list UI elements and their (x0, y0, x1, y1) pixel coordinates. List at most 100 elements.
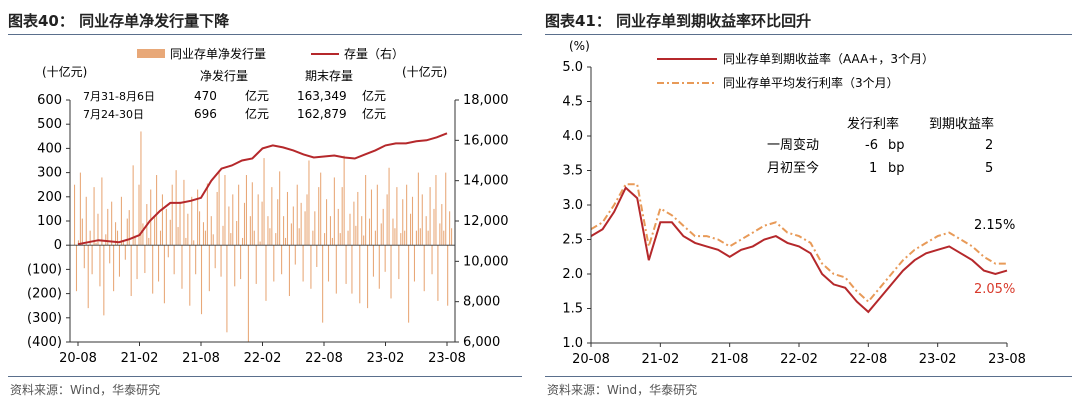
bar (204, 230, 206, 246)
bar (173, 245, 175, 275)
left-y-tick-label: 600 (37, 93, 62, 108)
y-tick-label: 4.5 (562, 95, 583, 110)
row1-net: 470 (194, 89, 217, 103)
bar (238, 184, 240, 246)
bar (410, 213, 412, 246)
bar (95, 242, 97, 246)
bar (224, 175, 226, 246)
bar (318, 187, 320, 246)
bar (302, 245, 304, 282)
left-y-tick-label: 500 (37, 117, 62, 132)
bar (142, 223, 144, 246)
table-col-ytm: 到期收益率 (929, 116, 994, 132)
bar (144, 245, 146, 274)
bar (220, 245, 222, 277)
x-tick-label: 22-08 (849, 352, 887, 367)
bar (187, 213, 189, 246)
bar (97, 213, 99, 246)
bar (128, 210, 130, 246)
bar (77, 240, 79, 246)
bar (85, 196, 87, 246)
y-tick-label: 2.0 (562, 267, 583, 282)
x-tick-label: 23-02 (919, 352, 957, 367)
bar (400, 233, 402, 246)
row2-net: 696 (194, 107, 217, 121)
bar (281, 245, 283, 275)
bar (245, 175, 247, 246)
bar (189, 245, 191, 306)
bar (284, 237, 287, 246)
bar (138, 184, 140, 246)
bar (406, 184, 408, 246)
bar (390, 245, 392, 299)
table-col-stock: 期末存量 (305, 69, 353, 83)
bar (451, 228, 453, 246)
bar (169, 219, 171, 246)
left-y-tick-label: 300 (37, 166, 62, 181)
legend: 同业存单净发行量 存量（右） (137, 46, 404, 61)
bar (425, 216, 427, 246)
bar (93, 187, 95, 246)
x-tick-label: 23-08 (988, 352, 1026, 367)
bar (175, 170, 177, 246)
bar (259, 241, 261, 246)
y-tick-label: 1.5 (562, 302, 583, 317)
x-tick-label: 22-02 (244, 351, 282, 366)
bar (413, 245, 415, 282)
bar (75, 245, 78, 292)
bar (191, 196, 193, 246)
bar (423, 245, 425, 292)
bar (222, 225, 224, 246)
bar (443, 230, 445, 246)
bar (91, 245, 93, 275)
bar (230, 233, 232, 246)
bar (290, 223, 292, 246)
bar (329, 216, 331, 246)
right-y-tick-label: 14,000 (463, 174, 509, 189)
bar (370, 189, 373, 246)
x-tick-label: 22-02 (780, 352, 818, 367)
bar (392, 218, 394, 246)
bar (261, 201, 263, 246)
left-y-tick-label: (300) (27, 311, 62, 326)
bar (183, 179, 185, 246)
bar (324, 233, 326, 246)
bar (236, 221, 238, 246)
y-tick-label: 4.0 (562, 129, 583, 144)
row1-stock: 163,349 (297, 89, 347, 103)
bar (140, 131, 142, 246)
bar (218, 170, 220, 246)
bar (365, 175, 367, 246)
bar (263, 158, 265, 246)
issue-rate-line (590, 183, 1007, 304)
bar (152, 245, 154, 294)
net-issuance-chart: 600 500 400 300 200 100 0 (100) (200) (300) (400) 1… (27, 46, 509, 366)
bar (339, 233, 341, 246)
bar (421, 194, 423, 246)
bar (120, 196, 122, 246)
x-tick-label: 21-02 (641, 352, 679, 367)
stats-table: 发行利率 到期收益率 一周变动 -6 bp 2 月初至今 1 bp 5 (767, 116, 994, 176)
bar (181, 245, 183, 289)
bar (158, 245, 160, 282)
legend: 同业存单到期收益率（AAA+，3个月） 同业存单平均发行利率（3个月） (657, 51, 934, 90)
bar (445, 172, 447, 246)
bar (296, 184, 298, 246)
bar (87, 245, 89, 309)
bar (415, 230, 417, 246)
bar (161, 194, 163, 246)
bar (347, 230, 349, 246)
bar (388, 167, 390, 246)
y-tick-label: 3.5 (562, 164, 583, 179)
source-rule (8, 376, 522, 377)
bar (431, 245, 433, 275)
bar (81, 218, 83, 246)
bar (310, 245, 312, 289)
bar (437, 245, 439, 301)
bar (265, 245, 267, 301)
bar (447, 245, 449, 306)
bar (368, 218, 371, 246)
bar (118, 245, 120, 277)
bar (199, 211, 201, 246)
bar (294, 245, 296, 265)
